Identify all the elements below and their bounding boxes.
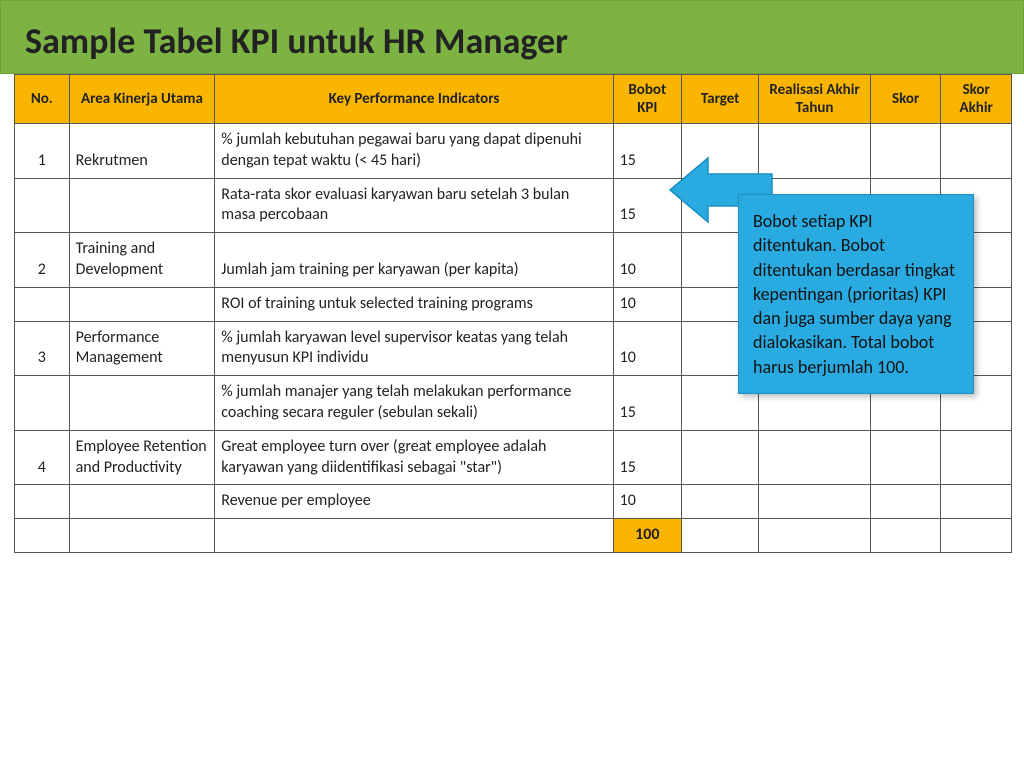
cell-real xyxy=(759,430,871,485)
cell-skor xyxy=(870,178,941,233)
cell-area xyxy=(69,485,215,519)
cell-bobot: 15 xyxy=(613,376,681,431)
cell-kpi: % jumlah karyawan level supervisor keata… xyxy=(215,321,613,376)
cell-no: 2 xyxy=(15,233,70,288)
cell-skora xyxy=(941,485,1012,519)
cell-target xyxy=(681,124,758,179)
table-body: 1Rekrutmen% jumlah kebutuhan pegawai bar… xyxy=(15,124,1012,519)
cell-bobot: 15 xyxy=(613,430,681,485)
cell-kpi: Great employee turn over (great employee… xyxy=(215,430,613,485)
cell-target xyxy=(681,178,758,233)
table-row: % jumlah manajer yang telah melakukan pe… xyxy=(15,376,1012,431)
cell-skor xyxy=(870,430,941,485)
table-row: Rata-rata skor evaluasi karyawan baru se… xyxy=(15,178,1012,233)
cell-real xyxy=(759,321,871,376)
cell-bobot: 15 xyxy=(613,178,681,233)
col-real: Realisasi Akhir Tahun xyxy=(759,75,871,124)
cell-real xyxy=(759,485,871,519)
cell-kpi: Revenue per employee xyxy=(215,485,613,519)
cell-bobot: 10 xyxy=(613,485,681,519)
cell-real xyxy=(759,233,871,288)
cell-skora xyxy=(941,376,1012,431)
table-header-row: No. Area Kinerja Utama Key Performance I… xyxy=(15,75,1012,124)
col-area: Area Kinerja Utama xyxy=(69,75,215,124)
total-value: 100 xyxy=(613,519,681,553)
cell-no: 1 xyxy=(15,124,70,179)
title-bar: Sample Tabel KPI untuk HR Manager xyxy=(0,0,1024,74)
col-target: Target xyxy=(681,75,758,124)
cell-skora xyxy=(941,233,1012,288)
cell-kpi: Jumlah jam training per karyawan (per ka… xyxy=(215,233,613,288)
cell-bobot: 15 xyxy=(613,124,681,179)
cell-skor xyxy=(870,485,941,519)
cell-skor xyxy=(870,124,941,179)
cell-target xyxy=(681,376,758,431)
cell-kpi: Rata-rata skor evaluasi karyawan baru se… xyxy=(215,178,613,233)
page-title: Sample Tabel KPI untuk HR Manager xyxy=(25,19,999,63)
cell-area: Performance Management xyxy=(69,321,215,376)
cell-target xyxy=(681,321,758,376)
cell-real xyxy=(759,124,871,179)
cell-bobot: 10 xyxy=(613,287,681,321)
cell-area xyxy=(69,287,215,321)
cell-skora xyxy=(941,124,1012,179)
cell-kpi: ROI of training untuk selected training … xyxy=(215,287,613,321)
kpi-table: No. Area Kinerja Utama Key Performance I… xyxy=(14,74,1012,553)
cell-area: Rekrutmen xyxy=(69,124,215,179)
cell-skora xyxy=(941,287,1012,321)
col-bobot: Bobot KPI xyxy=(613,75,681,124)
cell-skor xyxy=(870,233,941,288)
col-skora: Skor Akhir xyxy=(941,75,1012,124)
cell-skora xyxy=(941,321,1012,376)
cell-bobot: 10 xyxy=(613,321,681,376)
cell-no xyxy=(15,376,70,431)
cell-area: Training and Development xyxy=(69,233,215,288)
table-row: 1Rekrutmen% jumlah kebutuhan pegawai bar… xyxy=(15,124,1012,179)
table-row: Revenue per employee10 xyxy=(15,485,1012,519)
cell-target xyxy=(681,233,758,288)
col-kpi: Key Performance Indicators xyxy=(215,75,613,124)
cell-no xyxy=(15,287,70,321)
cell-skora xyxy=(941,430,1012,485)
table-row: 4Employee Retention and ProductivityGrea… xyxy=(15,430,1012,485)
cell-bobot: 10 xyxy=(613,233,681,288)
cell-real xyxy=(759,178,871,233)
col-no: No. xyxy=(15,75,70,124)
cell-area: Employee Retention and Productivity xyxy=(69,430,215,485)
total-row: 100 xyxy=(15,519,1012,553)
cell-target xyxy=(681,430,758,485)
table-row: ROI of training untuk selected training … xyxy=(15,287,1012,321)
cell-target xyxy=(681,287,758,321)
cell-kpi: % jumlah manajer yang telah melakukan pe… xyxy=(215,376,613,431)
cell-no: 3 xyxy=(15,321,70,376)
cell-kpi: % jumlah kebutuhan pegawai baru yang dap… xyxy=(215,124,613,179)
table-row: 3Performance Management% jumlah karyawan… xyxy=(15,321,1012,376)
table-row: 2Training and DevelopmentJumlah jam trai… xyxy=(15,233,1012,288)
cell-real xyxy=(759,376,871,431)
cell-area xyxy=(69,178,215,233)
cell-skor xyxy=(870,376,941,431)
cell-skora xyxy=(941,178,1012,233)
cell-skor xyxy=(870,321,941,376)
cell-no xyxy=(15,178,70,233)
cell-area xyxy=(69,376,215,431)
cell-target xyxy=(681,485,758,519)
cell-no xyxy=(15,485,70,519)
cell-no: 4 xyxy=(15,430,70,485)
cell-skor xyxy=(870,287,941,321)
cell-real xyxy=(759,287,871,321)
col-skor: Skor xyxy=(870,75,941,124)
